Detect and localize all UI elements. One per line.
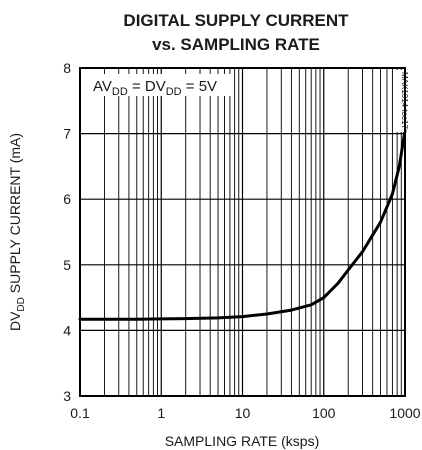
y-tick-label: 8 (63, 60, 71, 76)
y-axis-label-sub: DD (16, 297, 27, 311)
y-tick-label: 7 (63, 126, 71, 142)
x-axis-label: SAMPLING RATE (ksps) (165, 433, 320, 449)
annotation-s1: DD (112, 86, 128, 98)
annotation-p3: = 5V (182, 78, 217, 95)
x-tick-label: 100 (312, 405, 336, 421)
annotation-p1: AV (93, 78, 112, 95)
y-axis-label-rest: SUPPLY CURRENT (mA) (7, 133, 23, 297)
y-axis-label-main: DV (7, 311, 23, 331)
x-tick-labels: 0.1 1 10 100 1000 (70, 405, 421, 421)
y-axis-label: DVDD SUPPLY CURRENT (mA) (7, 133, 27, 331)
x-tick-label: 0.1 (70, 405, 90, 421)
y-tick-label: 5 (63, 257, 71, 273)
y-tick-labels: 3 4 5 6 7 8 (63, 60, 71, 404)
chart-subtitle: vs. SAMPLING RATE (152, 35, 320, 54)
y-tick-label: 4 (63, 322, 71, 338)
annotation-p2: = DV (128, 78, 166, 95)
y-tick-label: 3 (63, 388, 71, 404)
chart-title: DIGITAL SUPPLY CURRENT (123, 11, 349, 30)
x-tick-label: 1 (157, 405, 165, 421)
x-tick-label: 1000 (389, 405, 420, 421)
x-tick-label: 10 (235, 405, 251, 421)
y-tick-label: 6 (63, 191, 71, 207)
annotation-s2: DD (166, 86, 182, 98)
watermark: MAX1014 toc17 (400, 72, 409, 129)
grid (80, 68, 405, 396)
